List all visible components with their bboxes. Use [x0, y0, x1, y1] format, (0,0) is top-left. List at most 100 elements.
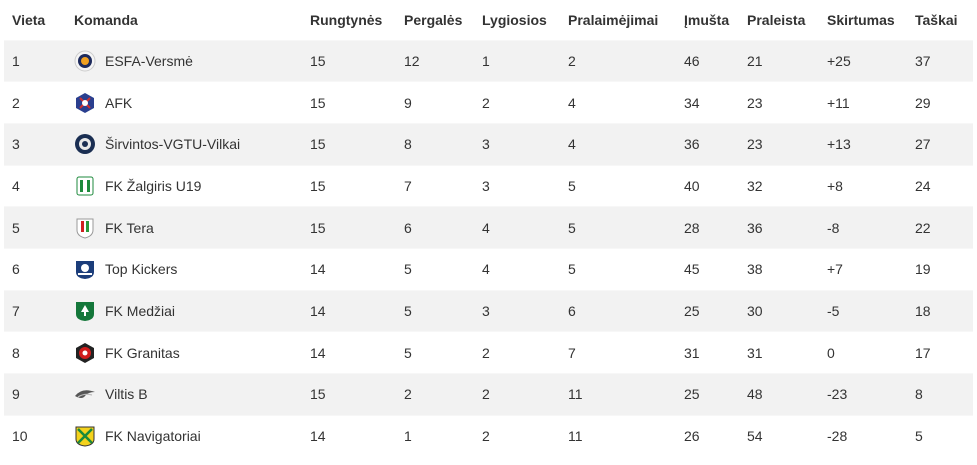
scored-cell: 25: [676, 289, 739, 332]
played-cell: 15: [302, 164, 396, 207]
header-praleista[interactable]: Praleista: [747, 11, 806, 28]
place-cell: 6: [4, 247, 66, 291]
team-name-link[interactable]: ESFA-Versmė: [105, 52, 193, 69]
draws-cell: 4: [474, 206, 560, 249]
team-name-link[interactable]: Širvintos-VGTU-Vilkai: [105, 136, 241, 153]
points-cell: 17: [907, 331, 973, 374]
header-lygiosios[interactable]: Lygiosios: [482, 11, 547, 28]
team-cell: Širvintos-VGTU-Vilkai: [66, 122, 302, 166]
diff-cell: -5: [819, 289, 907, 332]
granitas-logo-icon: [74, 342, 96, 364]
place-cell: 3: [4, 122, 66, 166]
viltis-logo-icon: [74, 383, 96, 405]
diff-cell: -23: [819, 373, 907, 416]
team-cell: FK Žalgiris U19: [66, 164, 302, 207]
place-cell: 9: [4, 373, 66, 416]
team-cell: FK Tera: [66, 206, 302, 249]
header-skirtumas[interactable]: Skirtumas: [827, 11, 895, 28]
draws-cell: 2: [474, 373, 560, 416]
scored-cell: 26: [676, 414, 739, 457]
team-cell: AFK: [66, 81, 302, 124]
scored-cell: 25: [676, 373, 739, 416]
team-name-link[interactable]: FK Navigatoriai: [105, 428, 201, 445]
table-row: 2 AFK 15 9 2 4 34 23 +11 29: [4, 81, 973, 124]
header-vieta[interactable]: Vieta: [12, 11, 46, 28]
conceded-cell: 23: [739, 122, 819, 166]
place-cell: 10: [4, 414, 66, 457]
team-name-link[interactable]: FK Tera: [105, 219, 154, 236]
losses-cell: 4: [560, 122, 676, 166]
points-cell: 37: [907, 39, 973, 82]
conceded-cell: 48: [739, 373, 819, 416]
afk-logo-icon: [74, 92, 96, 114]
scored-cell: 36: [676, 122, 739, 166]
conceded-cell: 30: [739, 289, 819, 332]
points-cell: 29: [907, 81, 973, 124]
wins-cell: 9: [396, 81, 474, 124]
place-cell: 4: [4, 164, 66, 207]
draws-cell: 1: [474, 39, 560, 82]
conceded-cell: 54: [739, 414, 819, 457]
played-cell: 15: [302, 122, 396, 166]
scored-cell: 40: [676, 164, 739, 207]
losses-cell: 5: [560, 206, 676, 249]
table-row: 9 Viltis B 15 2 2 11 25 48 -23 8: [4, 373, 973, 416]
draws-cell: 2: [474, 81, 560, 124]
header-komanda[interactable]: Komanda: [74, 11, 138, 28]
draws-cell: 3: [474, 122, 560, 166]
diff-cell: +13: [819, 122, 907, 166]
scored-cell: 46: [676, 39, 739, 82]
place-cell: 7: [4, 289, 66, 332]
wins-cell: 12: [396, 39, 474, 82]
played-cell: 15: [302, 81, 396, 124]
header-pergales[interactable]: Pergalės: [404, 11, 463, 28]
points-cell: 19: [907, 247, 973, 291]
diff-cell: +11: [819, 81, 907, 124]
conceded-cell: 31: [739, 331, 819, 374]
draws-cell: 4: [474, 247, 560, 291]
losses-cell: 7: [560, 331, 676, 374]
table-row: 6 Top Kickers 14 5 4 5 45 38 +7 19: [4, 247, 973, 291]
tera-logo-icon: [74, 217, 96, 239]
header-taskai[interactable]: Taškai: [915, 11, 958, 28]
team-name-link[interactable]: Viltis B: [105, 386, 148, 403]
conceded-cell: 36: [739, 206, 819, 249]
wins-cell: 2: [396, 373, 474, 416]
played-cell: 14: [302, 247, 396, 291]
scored-cell: 45: [676, 247, 739, 291]
table-row: 10 FK Navigatoriai 14 1 2 11 26 54 -28 5: [4, 414, 973, 457]
header-imusta[interactable]: Įmušta: [684, 11, 730, 28]
header-row: Vieta Komanda Rungtynės Pergalės Lygiosi…: [4, 0, 973, 40]
played-cell: 15: [302, 39, 396, 82]
losses-cell: 2: [560, 39, 676, 82]
scored-cell: 28: [676, 206, 739, 249]
team-name-link[interactable]: FK Granitas: [105, 344, 180, 361]
place-cell: 5: [4, 206, 66, 249]
diff-cell: +25: [819, 39, 907, 82]
diff-cell: +8: [819, 164, 907, 207]
team-name-link[interactable]: AFK: [105, 94, 133, 111]
team-cell: Viltis B: [66, 373, 302, 416]
zalgiris-logo-icon: [74, 175, 96, 197]
wins-cell: 7: [396, 164, 474, 207]
place-cell: 8: [4, 331, 66, 374]
table-row: 4 FK Žalgiris U19 15 7 3 5 40 32 +8 24: [4, 164, 973, 207]
table-row: 3 Širvintos-VGTU-Vilkai 15 8 3 4 36 23 +…: [4, 122, 973, 166]
losses-cell: 11: [560, 414, 676, 457]
wins-cell: 1: [396, 414, 474, 457]
team-name-link[interactable]: FK Medžiai: [105, 302, 176, 319]
header-pralaimejimai[interactable]: Pralaimėjimai: [568, 11, 659, 28]
navigatoriai-logo-icon: [74, 425, 96, 447]
diff-cell: 0: [819, 331, 907, 374]
losses-cell: 5: [560, 164, 676, 207]
team-name-link[interactable]: Top Kickers: [105, 261, 178, 278]
team-name-link[interactable]: FK Žalgiris U19: [105, 177, 202, 194]
losses-cell: 11: [560, 373, 676, 416]
table-row: 7 FK Medžiai 14 5 3 6 25 30 -5 18: [4, 289, 973, 332]
sirvintos-vgtu-vilkai-logo-icon: [74, 133, 96, 155]
conceded-cell: 21: [739, 39, 819, 82]
losses-cell: 6: [560, 289, 676, 332]
header-rungtynes[interactable]: Rungtynės: [310, 11, 383, 28]
table-row: 8 FK Granitas 14 5 2 7 31 31 0 17: [4, 331, 973, 374]
team-cell: FK Navigatoriai: [66, 414, 302, 457]
